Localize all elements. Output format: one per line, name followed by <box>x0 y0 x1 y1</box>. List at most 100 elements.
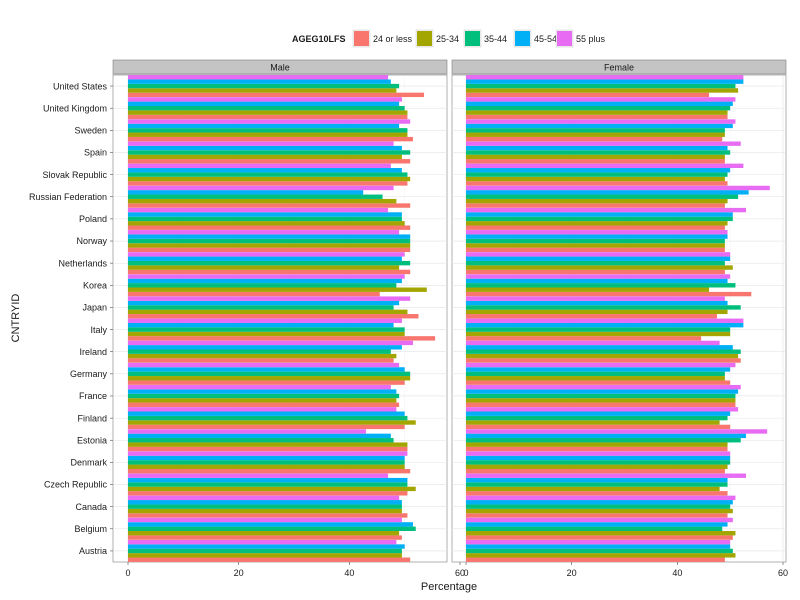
panel-strip-male <box>112 59 448 75</box>
bar-female-czech-republic-25-34 <box>466 486 720 492</box>
bar-female-germany-35-44 <box>466 371 725 377</box>
bar-female-finland-55-plus <box>466 407 739 412</box>
bar-male-united-kingdom-24-or-less <box>128 114 408 120</box>
x-tick-label: 0 <box>125 568 130 578</box>
bar-female-poland-35-44 <box>466 216 733 222</box>
bar-female-poland-24-or-less <box>466 225 725 230</box>
bar-male-denmark-35-44 <box>128 460 405 465</box>
bar-male-norway-35-44 <box>128 238 411 244</box>
bar-female-slovak-republic-24-or-less <box>466 181 728 186</box>
bar-female-belgium-45-54 <box>466 522 728 527</box>
bar-male-germany-45-54 <box>128 367 405 372</box>
y-tick-label-netherlands: Netherlands <box>58 258 107 268</box>
y-tick-label-finland: Finland <box>77 413 107 423</box>
bar-male-poland-24-or-less <box>128 225 411 230</box>
bar-female-united-states-35-44 <box>466 83 736 89</box>
bar-male-finland-45-54 <box>128 411 405 416</box>
bar-male-united-states-45-54 <box>128 79 391 84</box>
bar-male-czech-republic-25-34 <box>128 486 416 492</box>
bar-female-germany-55-plus <box>466 362 736 368</box>
bar-female-canada-24-or-less <box>466 513 728 518</box>
bar-male-netherlands-25-34 <box>128 265 400 270</box>
bar-male-ireland-35-44 <box>128 349 391 354</box>
y-tick-label-austria: Austria <box>79 546 107 556</box>
x-axis-title: Percentage <box>421 581 477 593</box>
bar-female-czech-republic-24-or-less <box>466 491 728 496</box>
bar-female-united-states-24-or-less <box>466 92 710 98</box>
bar-female-japan-35-44 <box>466 305 741 310</box>
bar-male-italy-35-44 <box>128 327 405 332</box>
bar-female-japan-55-plus <box>466 296 725 301</box>
bar-male-united-kingdom-35-44 <box>128 106 405 111</box>
legend-label-55-plus: 55 plus <box>576 34 606 44</box>
bar-female-finland-24-or-less <box>466 424 731 430</box>
bar-male-spain-24-or-less <box>128 159 411 164</box>
bar-female-austria-35-44 <box>466 548 733 554</box>
bar-female-sweden-55-plus <box>466 119 736 124</box>
bar-male-netherlands-35-44 <box>128 260 411 266</box>
bar-male-united-kingdom-25-34 <box>128 110 408 115</box>
bar-female-united-states-25-34 <box>466 88 739 93</box>
bar-female-ireland-55-plus <box>466 340 720 346</box>
bar-female-korea-25-34 <box>466 287 710 292</box>
bar-male-finland-35-44 <box>128 415 408 421</box>
bar-female-spain-24-or-less <box>466 159 725 164</box>
bar-male-ireland-45-54 <box>128 345 402 350</box>
bar-male-austria-45-54 <box>128 544 405 549</box>
bar-female-belgium-55-plus <box>466 517 733 523</box>
bar-male-poland-35-44 <box>128 216 402 222</box>
bar-female-ireland-45-54 <box>466 345 733 350</box>
bar-female-denmark-25-34 <box>466 464 728 469</box>
bar-male-norway-25-34 <box>128 243 411 248</box>
y-tick-label-canada: Canada <box>75 502 107 512</box>
bar-male-poland-55-plus <box>128 207 389 213</box>
bar-female-russian-federation-55-plus <box>466 185 770 191</box>
bar-male-slovak-republic-25-34 <box>128 176 411 182</box>
bar-female-spain-55-plus <box>466 141 741 146</box>
bar-male-canada-24-or-less <box>128 513 408 518</box>
bar-male-germany-35-44 <box>128 371 411 377</box>
bar-female-slovak-republic-45-54 <box>466 168 731 173</box>
bar-male-italy-25-34 <box>128 331 405 337</box>
bar-male-united-states-35-44 <box>128 83 400 89</box>
bar-female-austria-25-34 <box>466 553 736 558</box>
x-tick-label: 40 <box>672 568 682 578</box>
bar-female-japan-45-54 <box>466 300 728 306</box>
bar-female-russian-federation-35-44 <box>466 194 739 199</box>
bar-female-norway-24-or-less <box>466 247 725 253</box>
bar-male-canada-25-34 <box>128 508 402 514</box>
y-tick-label-japan: Japan <box>82 303 107 313</box>
bar-male-slovak-republic-55-plus <box>128 163 391 169</box>
bar-female-netherlands-45-54 <box>466 256 731 261</box>
y-tick-label-italy: Italy <box>90 325 107 335</box>
bar-male-poland-25-34 <box>128 221 405 226</box>
bar-male-austria-25-34 <box>128 553 402 558</box>
bar-female-poland-55-plus <box>466 207 747 213</box>
bar-female-korea-35-44 <box>466 283 736 288</box>
bar-male-denmark-24-or-less <box>128 468 411 474</box>
bar-male-russian-federation-25-34 <box>128 198 397 204</box>
bar-male-czech-republic-35-44 <box>128 482 408 487</box>
bar-male-finland-24-or-less <box>128 424 405 430</box>
bar-male-finland-25-34 <box>128 420 416 425</box>
bar-male-japan-35-44 <box>128 305 394 310</box>
bar-female-russian-federation-25-34 <box>466 198 728 204</box>
bar-male-austria-24-or-less <box>128 557 411 562</box>
y-tick-label-slovak-republic: Slovak Republic <box>42 170 107 180</box>
bar-female-canada-35-44 <box>466 504 731 509</box>
bar-male-belgium-55-plus <box>128 517 402 523</box>
bar-male-sweden-55-plus <box>128 119 411 124</box>
bar-male-korea-45-54 <box>128 278 402 284</box>
y-tick-label-estonia: Estonia <box>77 435 107 445</box>
bar-female-united-kingdom-45-54 <box>466 101 733 107</box>
bar-female-slovak-republic-25-34 <box>466 176 725 182</box>
bar-female-sweden-24-or-less <box>466 136 723 142</box>
bar-male-ireland-24-or-less <box>128 358 394 363</box>
bar-male-czech-republic-45-54 <box>128 477 408 483</box>
bar-female-slovak-republic-55-plus <box>466 163 744 169</box>
bar-male-estonia-55-plus <box>128 429 366 434</box>
y-tick-label-germany: Germany <box>70 369 108 379</box>
legend-key-35-44 <box>465 31 480 46</box>
bar-male-spain-45-54 <box>128 145 402 151</box>
bar-male-japan-24-or-less <box>128 314 419 319</box>
